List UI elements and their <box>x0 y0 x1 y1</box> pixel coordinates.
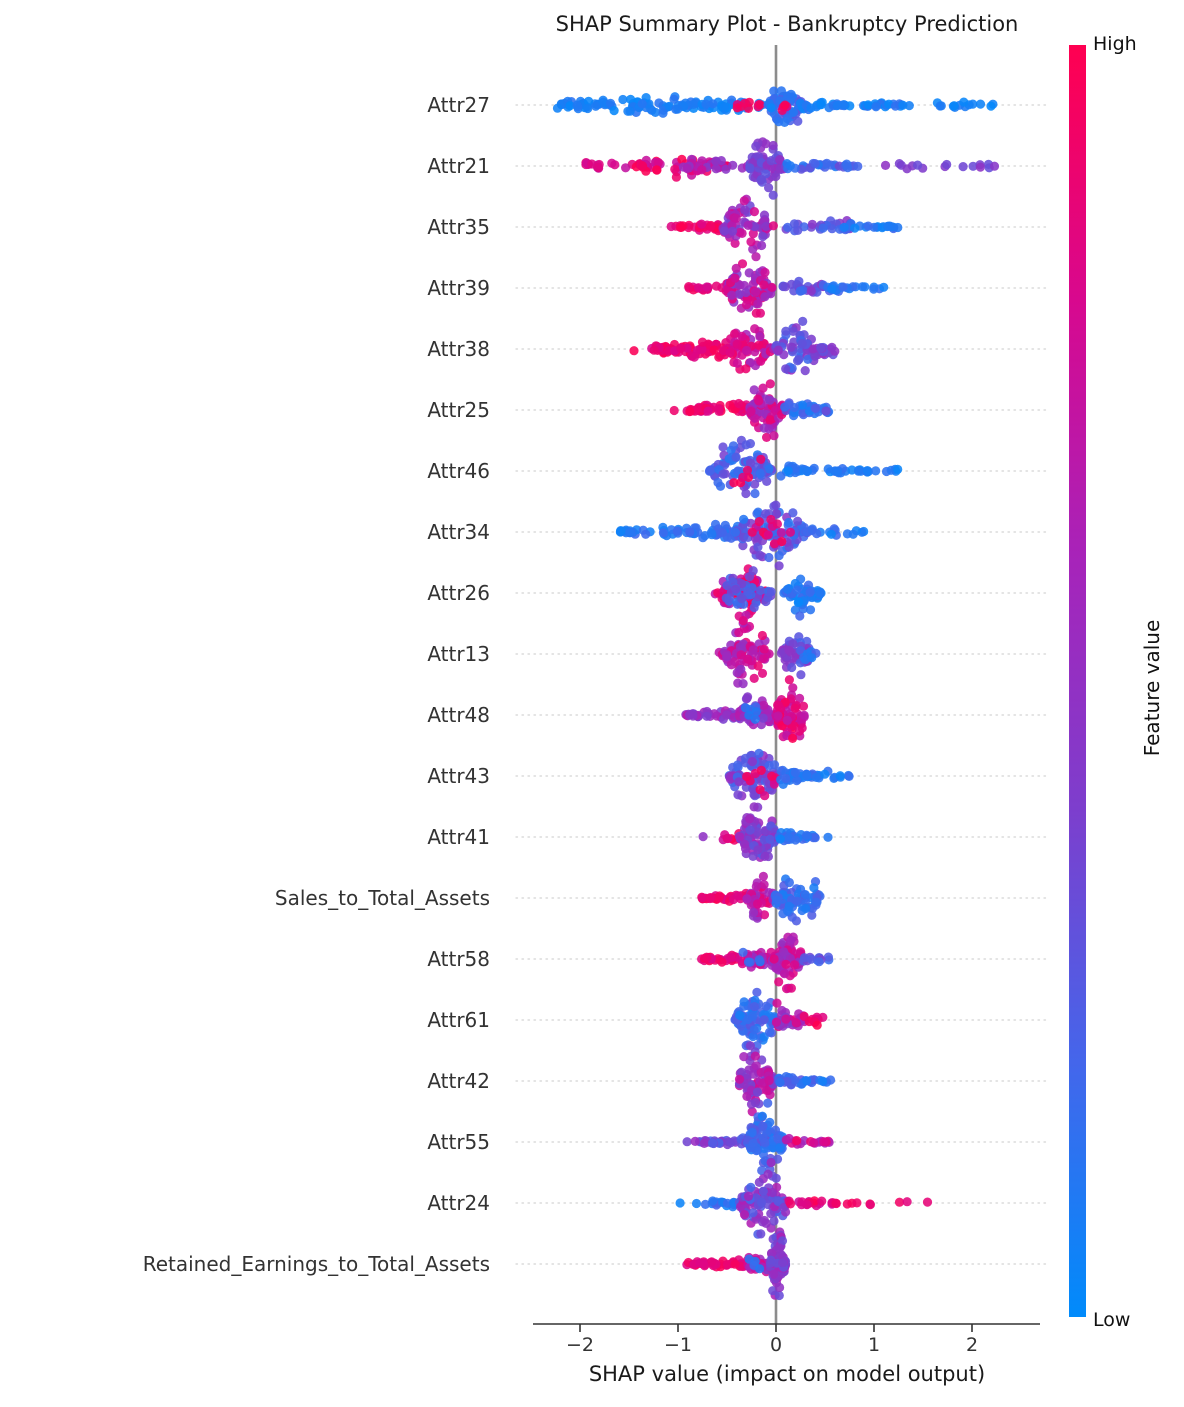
beeswarm-row-Attr55 <box>682 1098 834 1176</box>
feature-label-Sales_to_Total_Assets: Sales_to_Total_Assets <box>274 886 490 910</box>
beeswarm-row-Attr39 <box>684 259 889 318</box>
beeswarm-row-Attr58 <box>697 932 834 994</box>
x-axis-title: SHAP value (impact on model output) <box>588 1362 986 1386</box>
beeswarm-row-Attr43 <box>724 748 854 812</box>
feature-label-Attr34: Attr34 <box>427 520 490 544</box>
beeswarm-row-Attr35 <box>666 194 903 262</box>
colorbar-low-label: Low <box>1093 1309 1131 1331</box>
feature-label-Attr27: Attr27 <box>427 93 490 117</box>
feature-label-Attr24: Attr24 <box>427 1191 490 1215</box>
colorbar-title: Feature value <box>1140 619 1164 757</box>
feature-label-Attr39: Attr39 <box>427 276 490 300</box>
beeswarm-row-Attr27 <box>552 86 998 127</box>
beeswarm-row-Attr21 <box>581 137 1000 200</box>
beeswarm-row-Sales_to_Total_Assets <box>697 871 825 926</box>
feature-label-Attr21: Attr21 <box>427 154 490 178</box>
beeswarm-row-Attr25 <box>669 379 834 442</box>
feature-label-Attr55: Attr55 <box>427 1130 490 1154</box>
beeswarm-row-Attr48 <box>681 675 809 744</box>
beeswarm-row-Attr41 <box>698 802 833 863</box>
feature-label-Attr35: Attr35 <box>427 215 490 239</box>
feature-label-Attr26: Attr26 <box>427 581 490 605</box>
feature-label-Attr61: Attr61 <box>427 1008 490 1032</box>
feature-label-Attr42: Attr42 <box>427 1069 490 1093</box>
chart-title: SHAP Summary Plot - Bankruptcy Predictio… <box>555 12 1019 36</box>
beeswarm-row-Attr42 <box>734 1041 836 1122</box>
feature-label-Attr13: Attr13 <box>427 642 490 666</box>
feature-label-Attr41: Attr41 <box>427 825 490 849</box>
feature-label-Attr46: Attr46 <box>427 459 490 483</box>
x-axis <box>533 1323 1040 1332</box>
beeswarm-row-Attr26 <box>710 564 826 621</box>
x-tick-label: 0 <box>769 1334 783 1356</box>
feature-label-Attr58: Attr58 <box>427 947 490 971</box>
beeswarm-row-Attr24 <box>675 1157 933 1239</box>
feature-label-Retained_Earnings_to_Total_Assets: Retained_Earnings_to_Total_Assets <box>142 1252 490 1276</box>
feature-label-Attr48: Attr48 <box>427 703 490 727</box>
beeswarm-row-Attr61 <box>730 987 828 1051</box>
x-tick-label: 2 <box>965 1334 979 1356</box>
row-gridlines <box>515 104 1047 1265</box>
beeswarm-row-Attr13 <box>714 616 821 689</box>
colorbar-high-label: High <box>1093 33 1137 55</box>
beeswarm-row-Attr46 <box>704 435 903 499</box>
feature-label-Attr38: Attr38 <box>427 337 490 361</box>
x-tick-label: −1 <box>663 1334 692 1356</box>
colorbar-gradient <box>1069 45 1086 1317</box>
beeswarm-row-Retained_Earnings_to_Total_Assets <box>682 1227 791 1301</box>
feature-label-Attr25: Attr25 <box>427 398 490 422</box>
beeswarm-row-Attr34 <box>615 500 869 571</box>
x-tick-label: 1 <box>867 1334 881 1356</box>
beeswarm-row-Attr38 <box>629 316 840 376</box>
feature-label-Attr43: Attr43 <box>427 764 490 788</box>
x-tick-label: −2 <box>565 1334 594 1356</box>
